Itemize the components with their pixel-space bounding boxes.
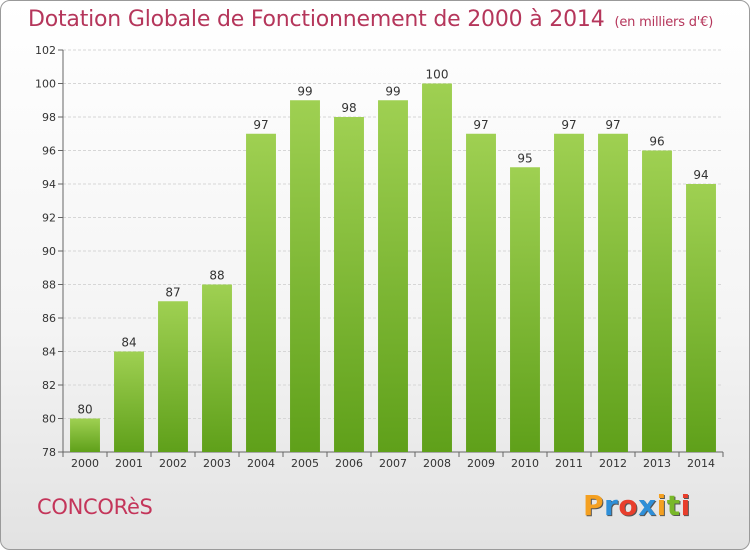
x-tick-label: 2005 (291, 457, 319, 470)
x-tick-label: 2011 (555, 457, 583, 470)
bar (70, 418, 100, 452)
y-tick-label: 84 (42, 346, 56, 359)
bar-value-label: 87 (165, 285, 180, 299)
logo-letter: o (618, 489, 639, 522)
y-tick-label: 86 (42, 312, 56, 325)
bar (686, 184, 716, 452)
x-tick-label: 2012 (599, 457, 627, 470)
bar (422, 83, 452, 452)
logo-letter: P (583, 489, 605, 522)
bar-value-label: 84 (121, 336, 136, 350)
logo-letter: i (680, 489, 691, 522)
x-tick-label: 2003 (203, 457, 231, 470)
y-tick-label: 94 (42, 178, 56, 191)
proxiti-logo: Proxiti (583, 489, 691, 522)
bar (642, 150, 672, 452)
bar-value-label: 80 (77, 403, 92, 417)
logo-letter: r (604, 489, 619, 522)
bar (378, 100, 408, 452)
bar-value-label: 95 (517, 151, 532, 165)
chart-title-text: Dotation Globale de Fonctionnement de 20… (28, 7, 605, 32)
bar-value-label: 96 (649, 135, 664, 149)
y-tick-label: 96 (42, 145, 56, 158)
bar-value-label: 94 (693, 168, 708, 182)
logo-letter: t (666, 489, 681, 522)
y-tick-label: 78 (42, 446, 56, 459)
bar-value-label: 99 (385, 84, 400, 98)
bar-value-label: 97 (253, 118, 268, 132)
y-tick-label: 88 (42, 279, 56, 292)
x-tick-label: 2010 (511, 457, 539, 470)
chart-title: Dotation Globale de Fonctionnement de 20… (28, 7, 713, 32)
y-tick-label: 90 (42, 245, 56, 258)
bar (202, 284, 232, 452)
bar (598, 133, 628, 452)
logo-letter: i (656, 489, 667, 522)
bar-value-label: 97 (473, 118, 488, 132)
bar (246, 133, 276, 452)
bar-value-label: 100 (426, 68, 449, 82)
bar (290, 100, 320, 452)
y-tick-label: 102 (35, 44, 56, 57)
bar-value-label: 97 (561, 118, 576, 132)
bar (466, 133, 496, 452)
bar (158, 301, 188, 452)
bar-value-label: 98 (341, 101, 356, 115)
bar (114, 351, 144, 452)
logo-letter: x (638, 489, 657, 522)
x-tick-label: 2004 (247, 457, 275, 470)
x-tick-label: 2000 (71, 457, 99, 470)
x-tick-label: 2013 (643, 457, 671, 470)
y-tick-label: 92 (42, 212, 56, 225)
commune-name: CONCORèS (37, 495, 153, 519)
x-tick-label: 2002 (159, 457, 187, 470)
x-tick-label: 2014 (687, 457, 715, 470)
bar (334, 117, 364, 452)
x-tick-label: 2006 (335, 457, 363, 470)
y-tick-label: 80 (42, 413, 56, 426)
bar-value-label: 88 (209, 269, 224, 283)
bar (554, 133, 584, 452)
bar (510, 167, 540, 452)
chart-unit: (en milliers d'€) (614, 15, 714, 30)
bar-value-label: 99 (297, 84, 312, 98)
x-tick-label: 2007 (379, 457, 407, 470)
bar-value-label: 97 (605, 118, 620, 132)
x-tick-label: 2001 (115, 457, 143, 470)
x-tick-label: 2008 (423, 457, 451, 470)
y-tick-label: 98 (42, 111, 56, 124)
y-tick-label: 82 (42, 379, 56, 392)
x-tick-label: 2009 (467, 457, 495, 470)
y-tick-label: 100 (35, 78, 56, 91)
